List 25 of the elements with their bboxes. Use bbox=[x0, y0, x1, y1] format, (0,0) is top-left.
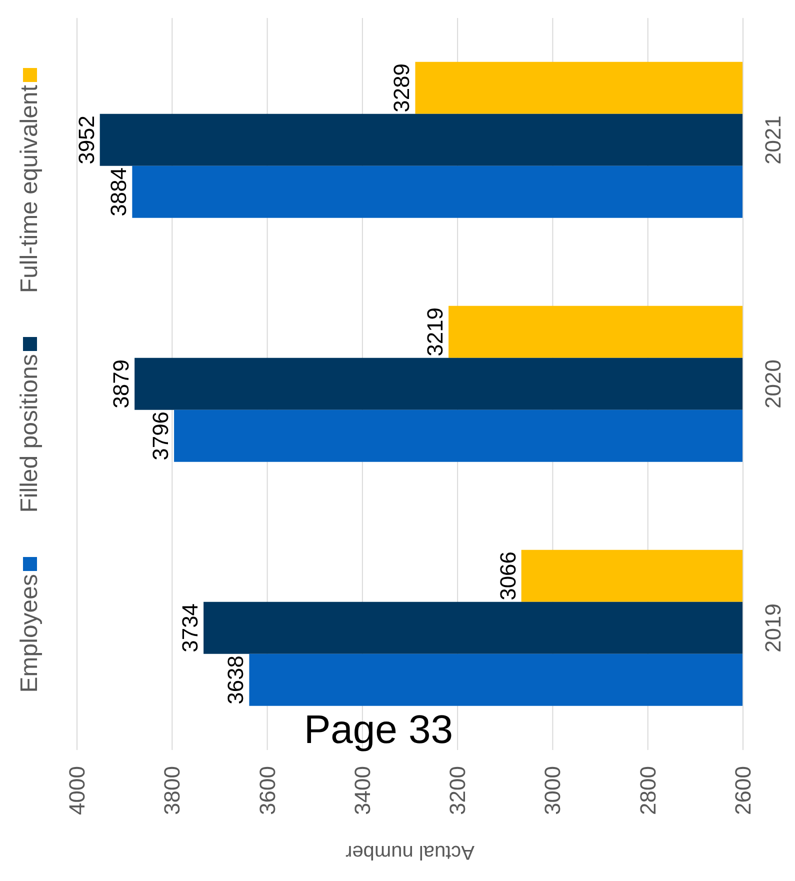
annotation: Page 33 bbox=[304, 708, 454, 752]
data-label: 3066 bbox=[495, 551, 520, 600]
data-label: 3879 bbox=[108, 359, 134, 408]
y-tick-label: 2019 bbox=[760, 604, 786, 652]
data-label: 3638 bbox=[223, 655, 248, 704]
data-label: 3289 bbox=[389, 63, 414, 112]
data-label: 3734 bbox=[178, 603, 203, 652]
x-tick-label: 3000 bbox=[540, 766, 566, 815]
x-tick-label: 3800 bbox=[160, 766, 185, 815]
x-tick-label: 2800 bbox=[635, 766, 660, 815]
x-tick-label: 4000 bbox=[64, 766, 90, 815]
data-label: 3796 bbox=[148, 411, 174, 460]
legend-label: Filled positions bbox=[16, 354, 44, 514]
x-axis-title: Actual number bbox=[345, 841, 474, 863]
data-label: 3219 bbox=[422, 307, 448, 356]
x-tick-label: 3200 bbox=[445, 766, 470, 815]
y-tick-label: 2021 bbox=[760, 116, 786, 164]
legend-label: Full-time equivalent bbox=[16, 85, 44, 294]
legend-label: Employees bbox=[16, 574, 44, 693]
y-tick-label: 2020 bbox=[760, 360, 786, 408]
data-label: 3884 bbox=[106, 167, 132, 216]
x-tick-label: 3600 bbox=[254, 766, 280, 815]
x-tick-label: 3400 bbox=[350, 766, 375, 815]
data-label: 3952 bbox=[74, 115, 99, 164]
x-tick-label: 2600 bbox=[730, 766, 756, 815]
